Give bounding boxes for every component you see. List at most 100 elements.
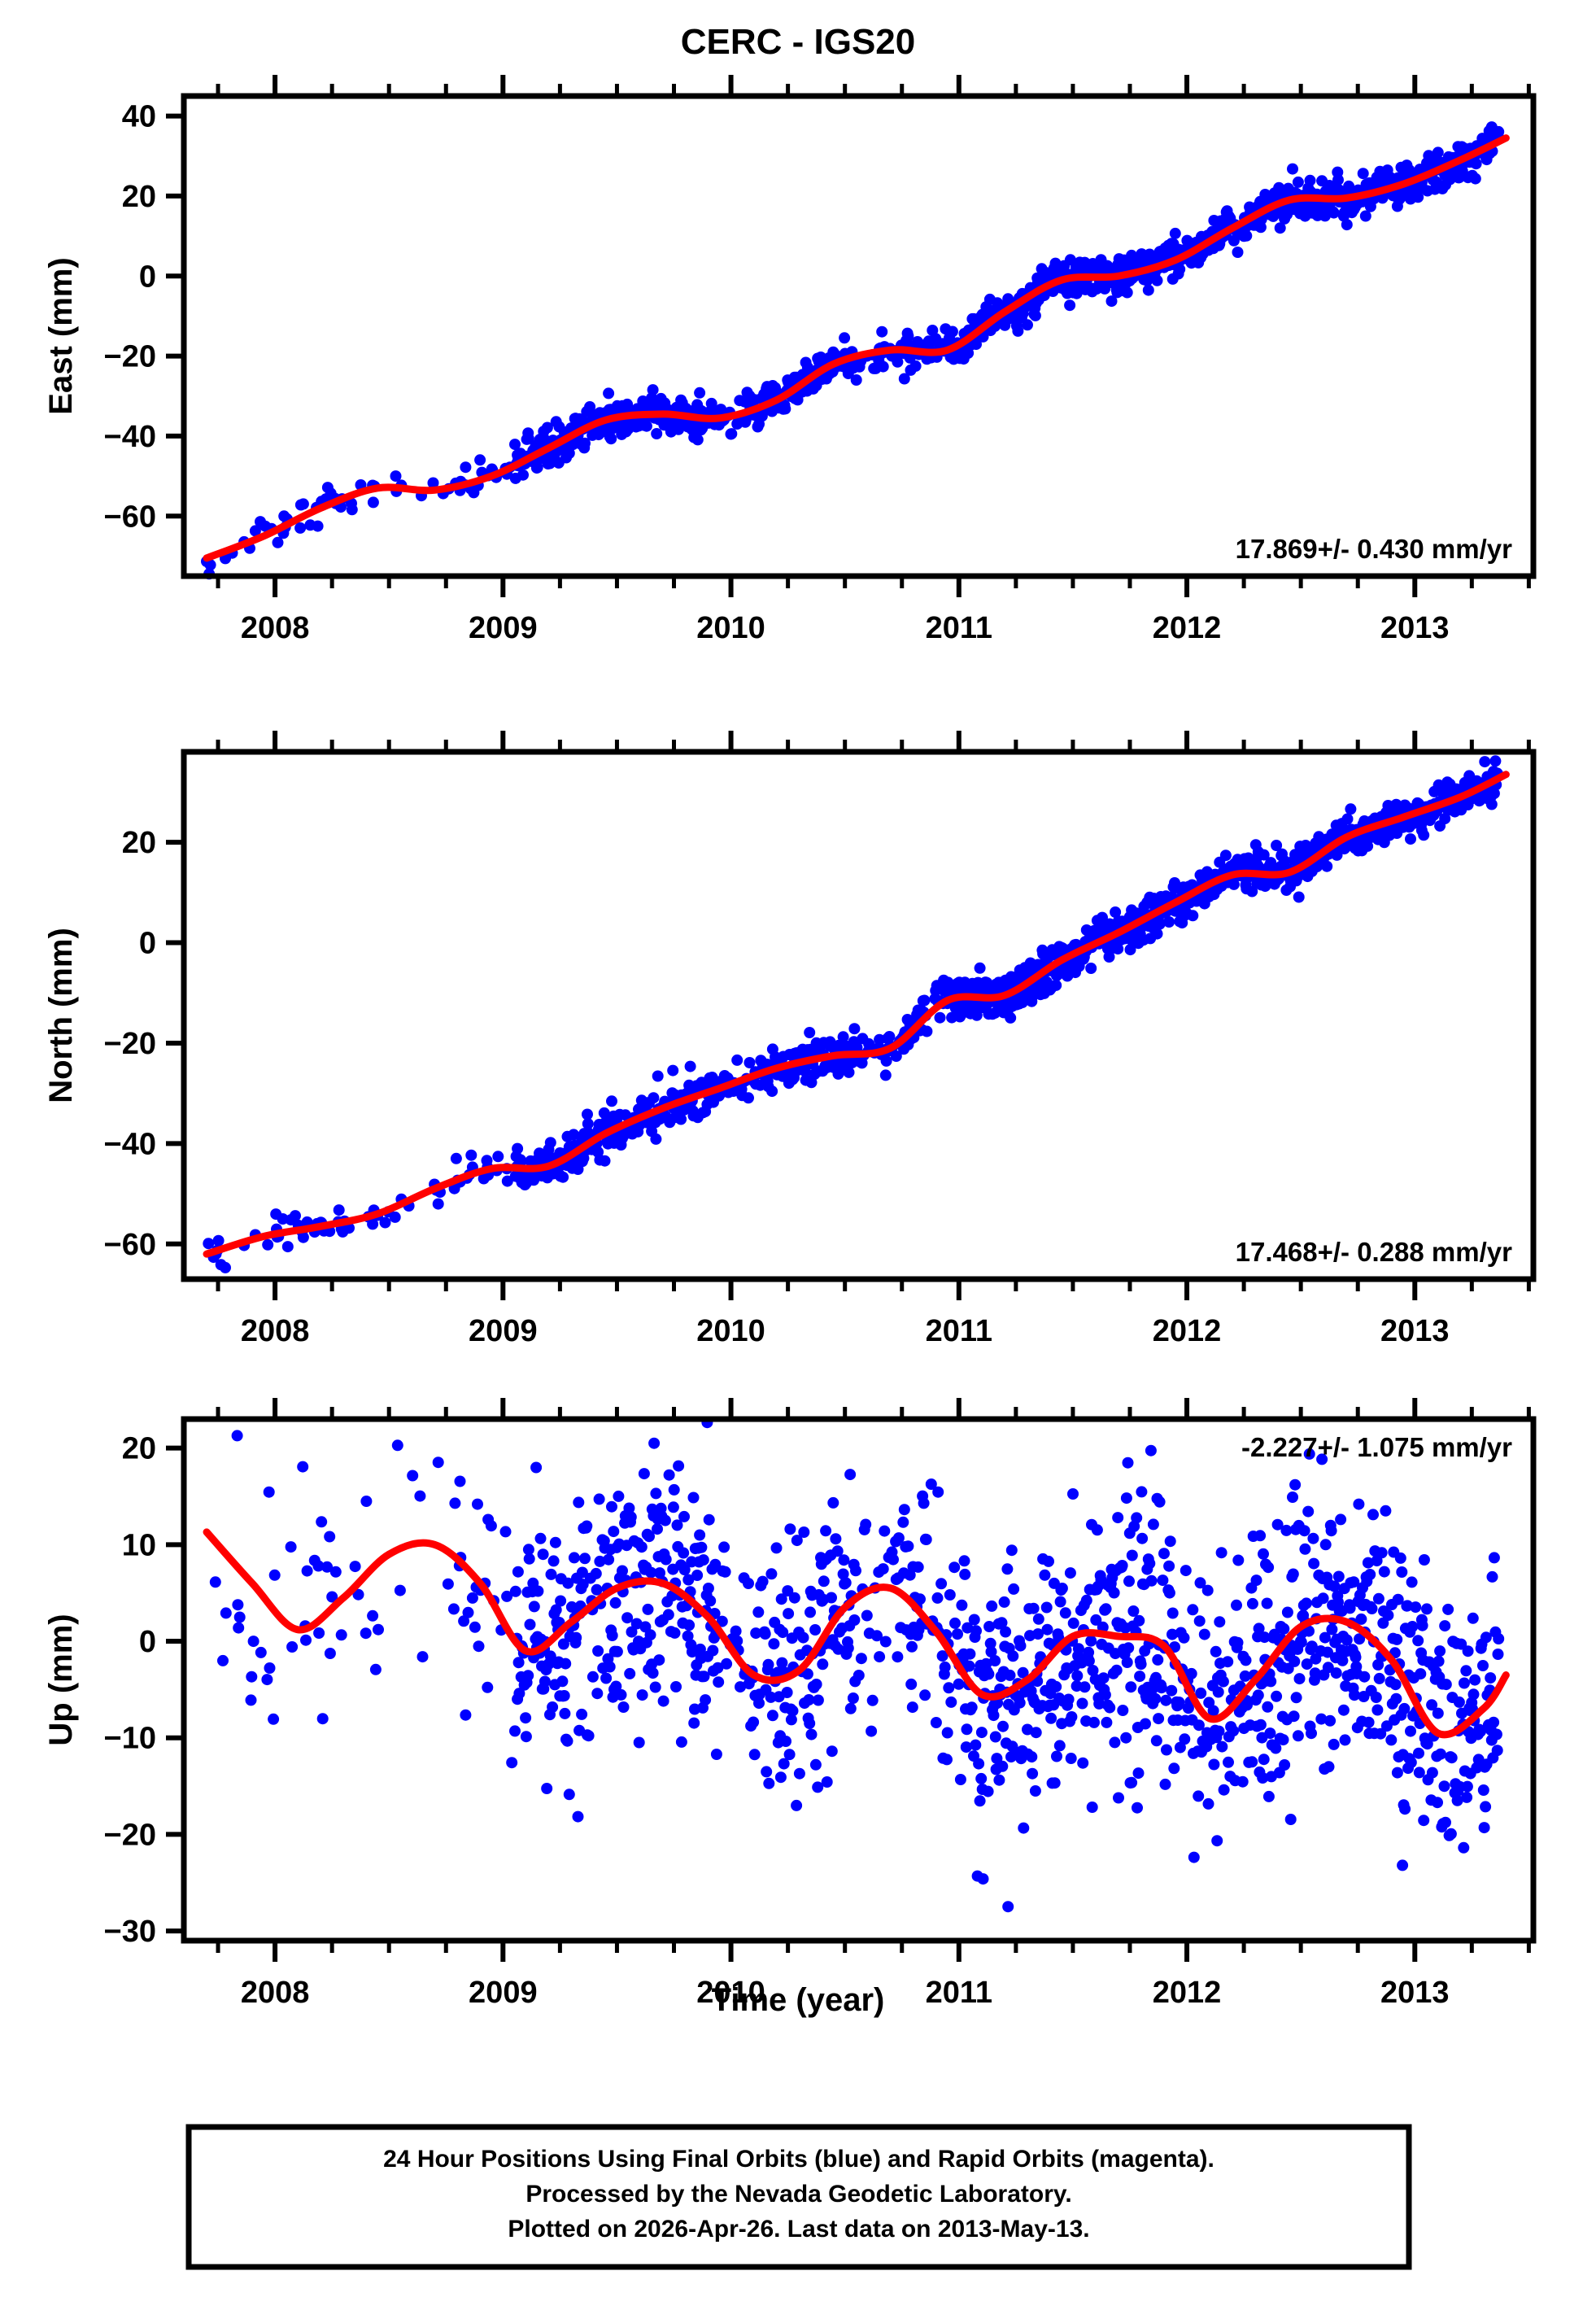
data-point <box>761 1766 773 1778</box>
x-tick-label: 2011 <box>926 611 992 645</box>
data-point <box>776 1657 788 1669</box>
data-point <box>1288 1710 1300 1723</box>
data-point <box>329 1566 342 1578</box>
data-point <box>1284 1814 1297 1825</box>
data-point <box>1396 1566 1408 1578</box>
data-point <box>1479 756 1491 768</box>
data-point <box>1071 1670 1084 1682</box>
data-point <box>1153 1496 1166 1508</box>
data-point <box>1040 1601 1053 1614</box>
data-point <box>1126 1549 1138 1561</box>
data-point <box>743 1578 754 1589</box>
data-point <box>462 1606 474 1618</box>
data-point <box>860 1518 872 1531</box>
data-point <box>1391 1767 1403 1779</box>
data-point <box>528 1601 540 1613</box>
data-point <box>943 1682 955 1694</box>
data-point <box>1413 1747 1424 1759</box>
data-point <box>1432 1797 1443 1809</box>
data-point <box>731 1054 743 1066</box>
data-point <box>997 1720 1009 1732</box>
data-point <box>1079 1681 1091 1693</box>
data-point <box>1158 1548 1170 1560</box>
data-point <box>603 1553 615 1566</box>
data-point <box>1228 234 1240 247</box>
data-point <box>694 1529 706 1541</box>
data-point <box>512 1566 524 1578</box>
x-tick-label: 2013 <box>1380 1976 1450 2010</box>
data-point <box>373 1623 384 1636</box>
data-point <box>1105 295 1118 308</box>
data-point <box>482 1681 494 1693</box>
data-point <box>887 1553 899 1566</box>
data-point <box>1166 1684 1178 1697</box>
data-point <box>1027 1602 1040 1614</box>
data-point <box>1001 1563 1014 1575</box>
data-point <box>544 1137 556 1149</box>
data-point <box>879 1636 892 1648</box>
data-point <box>982 1785 994 1797</box>
data-point <box>1287 1491 1298 1503</box>
data-point <box>1432 146 1444 159</box>
data-point <box>687 1491 700 1504</box>
data-point <box>649 1681 661 1693</box>
data-point <box>1262 1701 1274 1713</box>
data-point <box>879 1525 891 1537</box>
data-point <box>1330 1667 1342 1679</box>
data-point <box>591 1583 603 1596</box>
data-point <box>678 1547 690 1559</box>
data-point <box>1370 1692 1382 1703</box>
data-point <box>450 1152 462 1164</box>
x-tick-label: 2011 <box>926 1976 992 2010</box>
data-point <box>1488 1552 1500 1564</box>
data-point <box>1004 1669 1016 1681</box>
data-point <box>1489 755 1502 767</box>
data-point <box>805 1606 816 1618</box>
data-point <box>1126 1776 1138 1788</box>
data-point <box>1241 229 1253 242</box>
data-point <box>1410 1601 1422 1614</box>
data-point <box>261 1674 273 1686</box>
footer-line-3: Plotted on 2026-Apr-26. Last data on 201… <box>508 2216 1089 2243</box>
data-point <box>1317 1592 1329 1605</box>
data-point <box>1246 1756 1258 1768</box>
data-point <box>1005 1544 1018 1557</box>
data-point <box>877 1563 889 1575</box>
data-point <box>1067 1488 1079 1500</box>
data-point <box>640 420 652 432</box>
data-point <box>523 1553 535 1565</box>
data-point <box>941 1727 953 1739</box>
data-point <box>818 1575 830 1588</box>
data-point <box>650 1487 662 1500</box>
data-point <box>1478 1822 1490 1834</box>
data-point <box>1121 1657 1133 1668</box>
data-point <box>1418 829 1430 841</box>
data-point <box>774 1771 787 1784</box>
data-point <box>539 1675 551 1688</box>
data-point <box>1065 1753 1077 1764</box>
data-point <box>1113 1792 1124 1804</box>
data-point <box>1328 1738 1340 1750</box>
data-point <box>660 1553 672 1566</box>
data-point <box>993 1774 1005 1786</box>
data-point <box>934 1011 946 1024</box>
data-point <box>719 1566 731 1578</box>
data-point <box>599 1155 611 1167</box>
data-point <box>454 1475 466 1487</box>
data-point <box>517 469 529 481</box>
data-point <box>1041 1623 1053 1636</box>
data-point <box>1145 1574 1158 1587</box>
data-point <box>1274 222 1286 234</box>
data-point <box>861 1609 873 1622</box>
data-point <box>1292 1730 1304 1742</box>
data-point <box>1389 1679 1402 1691</box>
data-point <box>1228 1725 1240 1737</box>
data-point <box>879 1069 892 1081</box>
data-point <box>1121 286 1133 299</box>
data-point <box>694 387 706 399</box>
data-point <box>509 439 521 451</box>
data-point <box>781 1687 793 1698</box>
data-point <box>407 1470 419 1482</box>
